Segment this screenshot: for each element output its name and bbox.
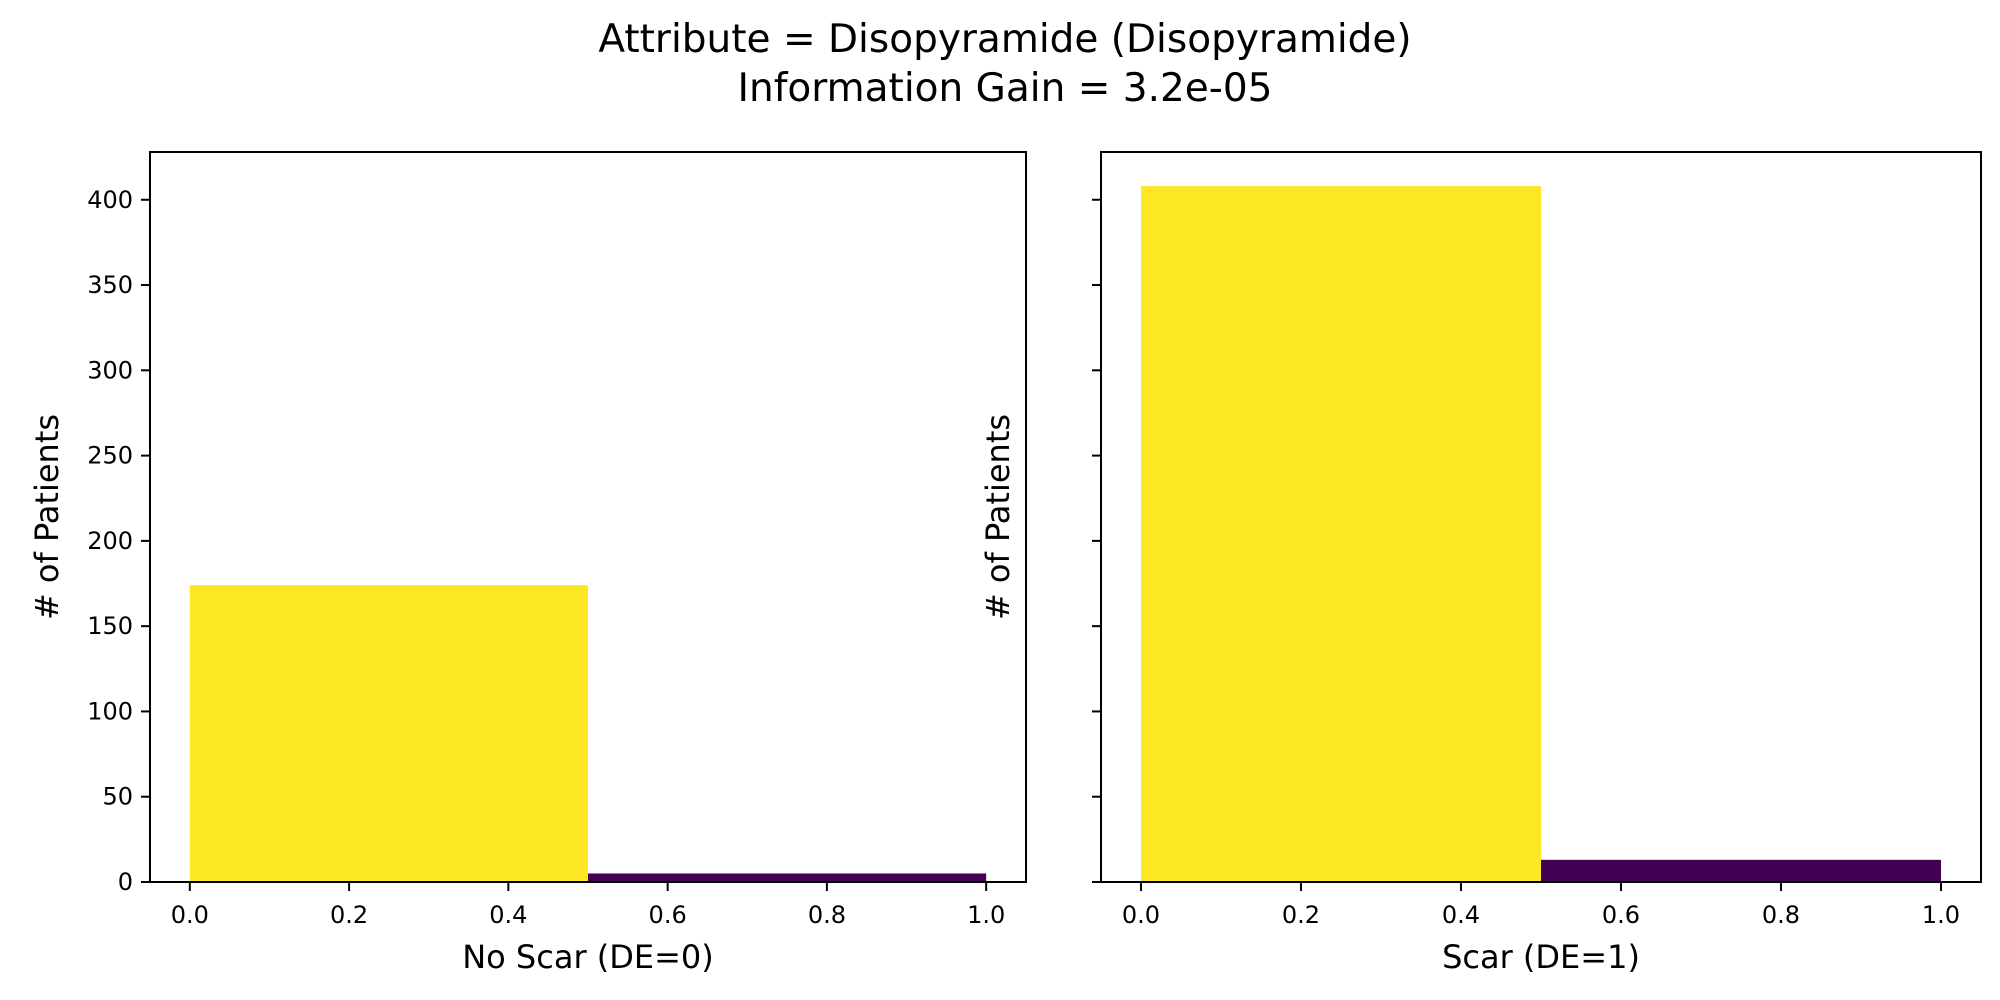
x-tick-label: 0.4 xyxy=(1442,901,1480,929)
y-axis-label: # of Patients xyxy=(28,414,66,620)
axes-frame xyxy=(149,151,1027,883)
y-tick-label: 50 xyxy=(102,783,133,811)
bars xyxy=(1141,186,1941,882)
chart-panel-no-scar: 0.0 0.2 0.4 0.6 0.8 1.0 0 50 100 150 200 250 300 350… xyxy=(28,151,1027,976)
y-axis-ticks: 0 50 100 150 200 250 300 350 400 xyxy=(87,186,150,896)
y-tick-label: 0 xyxy=(118,868,133,896)
x-axis-label: Scar (DE=1) xyxy=(1442,938,1640,976)
y-axis-ticks xyxy=(1092,198,1101,883)
x-tick-label: 0.0 xyxy=(1122,901,1160,929)
x-tick-label: 0.4 xyxy=(489,901,527,929)
bars xyxy=(189,585,987,882)
y-tick-label: 250 xyxy=(87,442,133,470)
axes-frame xyxy=(1100,151,1982,883)
y-axis-label: # of Patients xyxy=(979,414,1017,620)
y-tick-label: 350 xyxy=(87,271,133,299)
y-tick-label: 150 xyxy=(87,612,133,640)
y-tick-label: 400 xyxy=(87,186,133,214)
x-axis-label: No Scar (DE=0) xyxy=(462,938,714,976)
x-axis-ticks: 0.0 0.2 0.4 0.6 0.8 1.0 xyxy=(1122,882,1960,929)
bar-1 xyxy=(588,873,987,882)
x-tick-label: 0.2 xyxy=(1282,901,1320,929)
x-tick-label: 0.0 xyxy=(171,901,209,929)
x-tick-label: 0.8 xyxy=(808,901,846,929)
bar-0 xyxy=(1141,186,1541,882)
y-tick-label: 200 xyxy=(87,527,133,555)
chart-panel-scar: 0.0 0.2 0.4 0.6 0.8 1.0 Scar (DE=1) # of Pati… xyxy=(979,151,1982,976)
figure-title-line2: Information Gain = 3.2e-05 xyxy=(737,66,1272,111)
y-tick-label: 300 xyxy=(87,356,133,384)
bar-0 xyxy=(189,585,588,882)
x-tick-label: 0.8 xyxy=(1762,901,1800,929)
x-axis-ticks: 0.0 0.2 0.4 0.6 0.8 1.0 xyxy=(171,882,1005,929)
x-tick-label: 0.2 xyxy=(330,901,368,929)
x-tick-label: 0.6 xyxy=(1602,901,1640,929)
bar-1 xyxy=(1541,859,1941,882)
x-tick-label: 1.0 xyxy=(1922,901,1960,929)
y-tick-label: 100 xyxy=(87,697,133,725)
x-tick-label: 1.0 xyxy=(967,901,1005,929)
figure-title-line1: Attribute = Disopyramide (Disopyramide) xyxy=(598,17,1411,62)
x-tick-label: 0.6 xyxy=(649,901,687,929)
